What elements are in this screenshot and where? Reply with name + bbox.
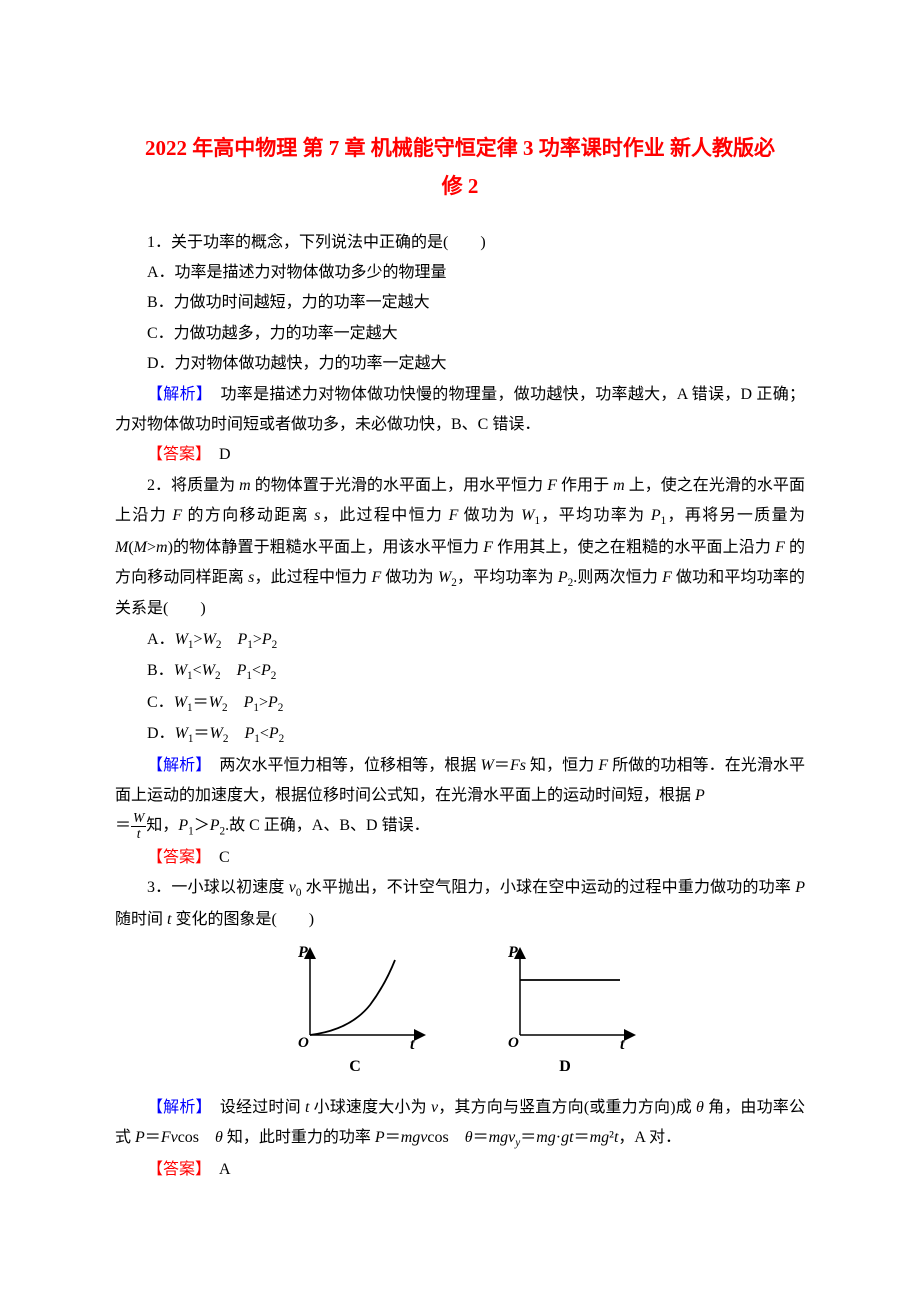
answer-label: 【答案】 — [147, 849, 203, 866]
q1-analysis-text: 功率是描述力对物体做功快慢的物理量，做功越快，功率越大，A 错误，D 正确；力对… — [115, 386, 805, 433]
q1-option-a: A．功率是描述力对物体做功多少的物理量 — [115, 258, 805, 288]
chart-d-xlabel: t — [620, 1036, 625, 1050]
title-line-1: 2022 年高中物理 第 7 章 机械能守恒定律 3 功率课时作业 新人教版必 — [115, 130, 805, 168]
title-line-2: 修 2 — [115, 168, 805, 206]
document-title: 2022 年高中物理 第 7 章 机械能守恒定律 3 功率课时作业 新人教版必 … — [115, 130, 805, 206]
chart-c-svg: P O t — [280, 945, 430, 1050]
q2-option-a: A．W1>W2 P1>P2 — [115, 625, 805, 656]
q3-stem: 3．一小球以初速度 v0 水平抛出，不计空气阻力，小球在空中运动的过程中重力做功… — [115, 873, 805, 935]
chart-d-ylabel: P — [507, 945, 518, 961]
q2-analysis: 【解析】 两次水平恒力相等，位移相等，根据 W＝Fs 知，恒力 F 所做的功相等… — [115, 751, 805, 812]
analysis-label: 【解析】 — [147, 1099, 204, 1116]
answer-label: 【答案】 — [147, 1161, 203, 1178]
chart-row: P O t C P O t D — [115, 945, 805, 1082]
chart-c-origin: O — [298, 1035, 309, 1050]
q1-option-b: B．力做功时间越短，力的功率一定越大 — [115, 288, 805, 318]
chart-c-label: C — [349, 1052, 361, 1082]
q1-option-c: C．力做功越多，力的功率一定越大 — [115, 319, 805, 349]
q3-analysis: 【解析】 设经过时间 t 小球速度大小为 v，其方向与竖直方向(或重力方向)成 … — [115, 1093, 805, 1155]
q2-answer: 【答案】 C — [115, 843, 805, 873]
q3-analysis-text: 设经过时间 t 小球速度大小为 v，其方向与竖直方向(或重力方向)成 θ 角，由… — [115, 1099, 805, 1146]
q2-option-d: D．W1＝W2 P1<P2 — [115, 719, 805, 750]
q3-answer-text: A — [203, 1161, 231, 1178]
chart-c-ylabel: P — [297, 945, 308, 961]
q1-stem: 1．关于功率的概念，下列说法中正确的是( ) — [115, 228, 805, 258]
q2-option-b: B．W1<W2 P1<P2 — [115, 656, 805, 687]
chart-d-svg: P O t — [490, 945, 640, 1050]
q1-option-d: D．力对物体做功越快，力的功率一定越大 — [115, 349, 805, 379]
chart-d-label: D — [559, 1052, 571, 1082]
q2-option-c: C．W1＝W2 P1>P2 — [115, 688, 805, 719]
chart-d: P O t D — [490, 945, 640, 1082]
q2-analysis-text: 两次水平恒力相等，位移相等，根据 W＝Fs 知，恒力 F 所做的功相等．在光滑水… — [115, 757, 805, 804]
q1-answer-text: D — [203, 446, 231, 463]
q1-analysis: 【解析】 功率是描述力对物体做功快慢的物理量，做功越快，功率越大，A 错误，D … — [115, 380, 805, 441]
chart-c-xlabel: t — [410, 1036, 415, 1050]
chart-c: P O t C — [280, 945, 430, 1082]
q2-answer-text: C — [203, 849, 230, 866]
chart-c-curve — [310, 960, 395, 1035]
answer-label: 【答案】 — [147, 446, 203, 463]
analysis-label: 【解析】 — [147, 386, 204, 403]
analysis-label: 【解析】 — [147, 757, 203, 774]
q1-answer: 【答案】 D — [115, 440, 805, 470]
q3-answer: 【答案】 A — [115, 1155, 805, 1185]
q2-analysis-2: ＝Wt知，P1＞P2.故 C 正确，A、B、D 错误． — [115, 811, 805, 843]
q2-stem: 2．将质量为 m 的物体置于光滑的水平面上，用水平恒力 F 作用于 m 上，使之… — [115, 471, 805, 625]
chart-d-origin: O — [508, 1035, 519, 1050]
